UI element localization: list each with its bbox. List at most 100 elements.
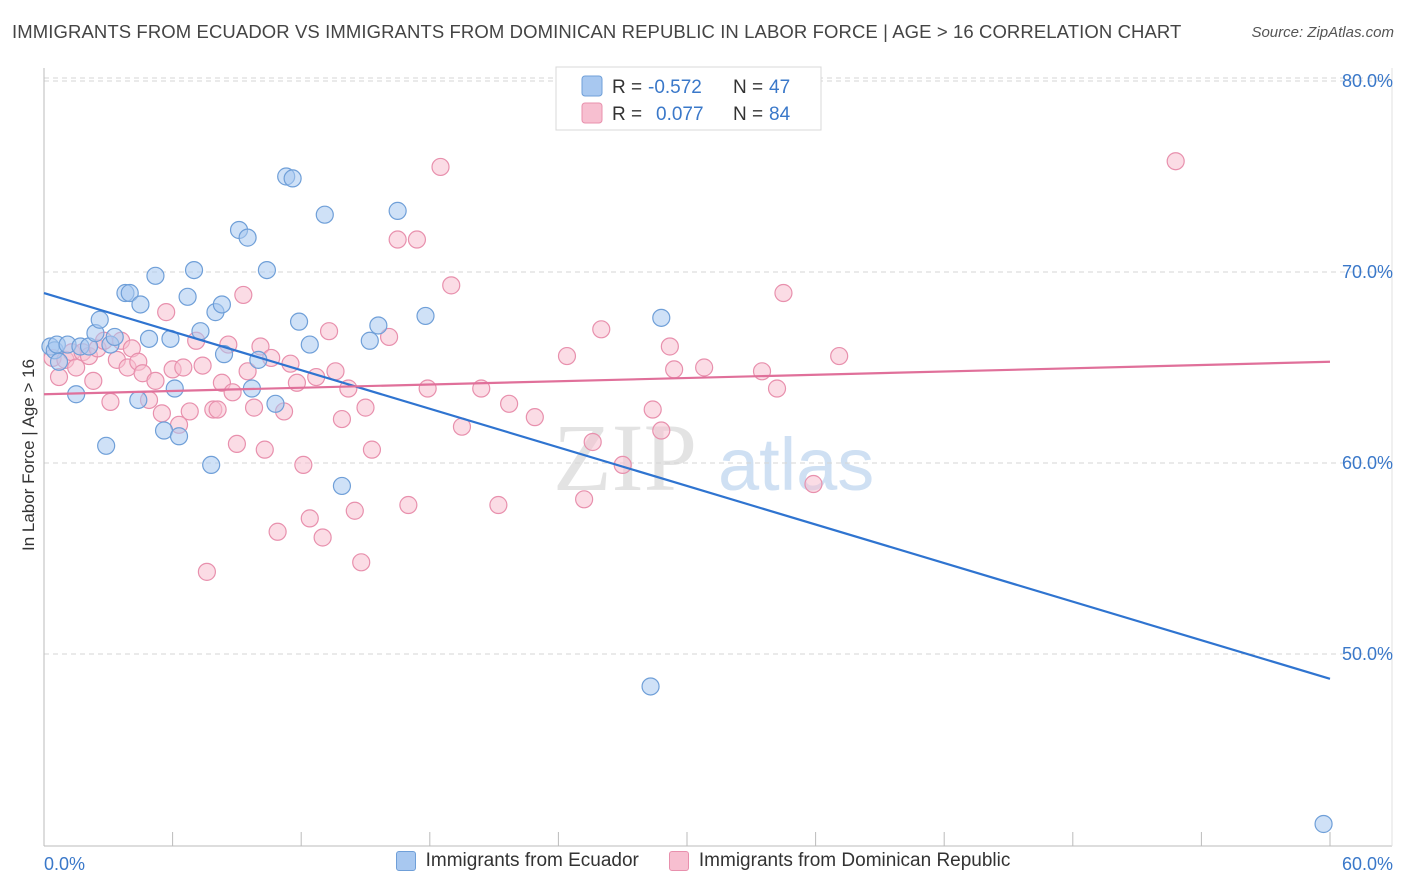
dominican-point bbox=[174, 358, 193, 377]
ecuador-point bbox=[139, 329, 159, 348]
dominican-point bbox=[830, 346, 849, 366]
dominican-point bbox=[67, 358, 86, 377]
ecuador-point bbox=[184, 260, 204, 280]
stats-legend-swatch-ecuador bbox=[581, 75, 603, 97]
ecuador-point bbox=[129, 390, 148, 410]
dominican-point bbox=[223, 383, 242, 402]
dominican-point bbox=[643, 400, 662, 419]
chart-title: IMMIGRANTS FROM ECUADOR VS IMMIGRANTS FR… bbox=[12, 21, 1182, 42]
dominican-point bbox=[332, 409, 352, 429]
axes bbox=[43, 68, 1393, 847]
dominican-point bbox=[345, 501, 364, 520]
dominican-point bbox=[84, 371, 103, 390]
y-axis-title: In Labor Force | Age > 16 bbox=[19, 359, 38, 551]
dominican-point bbox=[442, 276, 461, 295]
dominican-point bbox=[268, 522, 287, 541]
dominican-point bbox=[652, 421, 671, 440]
dominican-point bbox=[356, 398, 375, 417]
ecuador-point bbox=[131, 295, 150, 314]
dominican-point bbox=[379, 327, 399, 347]
dominican-point bbox=[1166, 152, 1185, 171]
ecuador-point bbox=[214, 345, 234, 364]
y-tick-labels: 50.0% 60.0% 70.0% 80.0% bbox=[1342, 71, 1393, 664]
y-tick-label: 80.0% bbox=[1342, 71, 1393, 91]
dominican-point bbox=[592, 320, 611, 339]
dominican-point bbox=[399, 495, 418, 515]
x-max-label: 60.0% bbox=[1342, 854, 1393, 874]
source-credit: Source: ZipAtlas.com bbox=[1251, 24, 1394, 41]
ecuador-point bbox=[1314, 814, 1333, 834]
trend-line-dominican bbox=[43, 360, 1331, 396]
ecuador-point bbox=[146, 266, 165, 285]
r-value-dominican: 0.077 bbox=[656, 104, 704, 125]
x-min-label: 0.0% bbox=[44, 854, 85, 874]
n-value-dominican: 84 bbox=[769, 104, 791, 125]
legend-label-dominican: Immigrants from Dominican Republic bbox=[698, 850, 1011, 871]
y-tick-label: 50.0% bbox=[1342, 644, 1393, 664]
x-ticks bbox=[43, 832, 1331, 846]
dominican-point bbox=[660, 337, 679, 356]
dominican-point bbox=[294, 455, 313, 475]
series-ecuador-points bbox=[41, 167, 1333, 834]
dominican-point bbox=[489, 495, 508, 515]
dominican-point bbox=[557, 346, 577, 366]
ecuador-point bbox=[169, 427, 189, 446]
legend-item-ecuador: Immigrants from Ecuador bbox=[395, 850, 639, 872]
dominican-point bbox=[208, 400, 227, 419]
legend-label-ecuador: Immigrants from Ecuador bbox=[425, 850, 639, 871]
dominican-point bbox=[583, 432, 602, 452]
dominican-point bbox=[767, 379, 787, 398]
n-value-ecuador: 47 bbox=[769, 77, 790, 98]
dominican-point bbox=[575, 490, 594, 509]
ecuador-point bbox=[369, 316, 388, 335]
ecuador-point bbox=[97, 436, 116, 455]
dominican-point bbox=[352, 553, 371, 572]
dominican-point bbox=[418, 379, 437, 398]
watermark-atlas: atlas bbox=[718, 423, 874, 506]
stats-legend-swatch-dominican bbox=[581, 102, 603, 124]
r-label-dominican: R = bbox=[612, 104, 642, 125]
r-label-ecuador: R = bbox=[612, 77, 642, 98]
dominican-point bbox=[49, 367, 69, 387]
series-dominican-points bbox=[43, 152, 1185, 581]
dominican-point bbox=[101, 392, 120, 411]
dominican-point bbox=[197, 562, 216, 581]
dominican-point bbox=[774, 283, 793, 303]
y-tick-label: 60.0% bbox=[1342, 453, 1393, 473]
ecuador-point bbox=[315, 205, 334, 224]
dominican-point bbox=[804, 474, 823, 494]
stats-legend: R = -0.572 N = 47 R = 0.077 N = 84 bbox=[555, 66, 822, 131]
dominican-point bbox=[500, 394, 519, 413]
ecuador-point bbox=[90, 310, 109, 329]
dominican-point bbox=[146, 371, 165, 390]
dominican-point bbox=[388, 230, 407, 249]
series-legend: Immigrants from Ecuador Immigrants from … bbox=[0, 850, 1406, 872]
ecuador-point bbox=[641, 677, 660, 696]
ecuador-point bbox=[202, 455, 221, 475]
ecuador-point bbox=[49, 352, 69, 371]
dominican-point bbox=[244, 398, 264, 417]
ecuador-point bbox=[283, 169, 302, 188]
dominican-point bbox=[300, 509, 319, 528]
dominican-point bbox=[431, 157, 450, 177]
dominican-point bbox=[227, 434, 246, 453]
n-label-dominican: N = bbox=[733, 104, 763, 125]
dominican-point bbox=[152, 404, 171, 423]
dominican-point bbox=[326, 362, 345, 381]
trend-line-ecuador bbox=[43, 291, 1331, 680]
dominican-point bbox=[407, 230, 427, 249]
ecuador-point bbox=[388, 201, 407, 220]
dominican-point bbox=[695, 358, 714, 377]
dominican-point bbox=[255, 440, 274, 459]
dominican-point bbox=[313, 528, 332, 547]
ecuador-point bbox=[332, 476, 352, 496]
dominican-point bbox=[180, 402, 199, 421]
trend-lines bbox=[43, 291, 1331, 680]
ecuador-point bbox=[416, 306, 435, 326]
dominican-point bbox=[319, 322, 339, 341]
y-tick-label: 70.0% bbox=[1342, 262, 1393, 282]
legend-swatch-dominican bbox=[668, 851, 689, 871]
dominican-point bbox=[525, 408, 544, 427]
legend-item-dominican: Immigrants from Dominican Republic bbox=[668, 850, 1011, 872]
